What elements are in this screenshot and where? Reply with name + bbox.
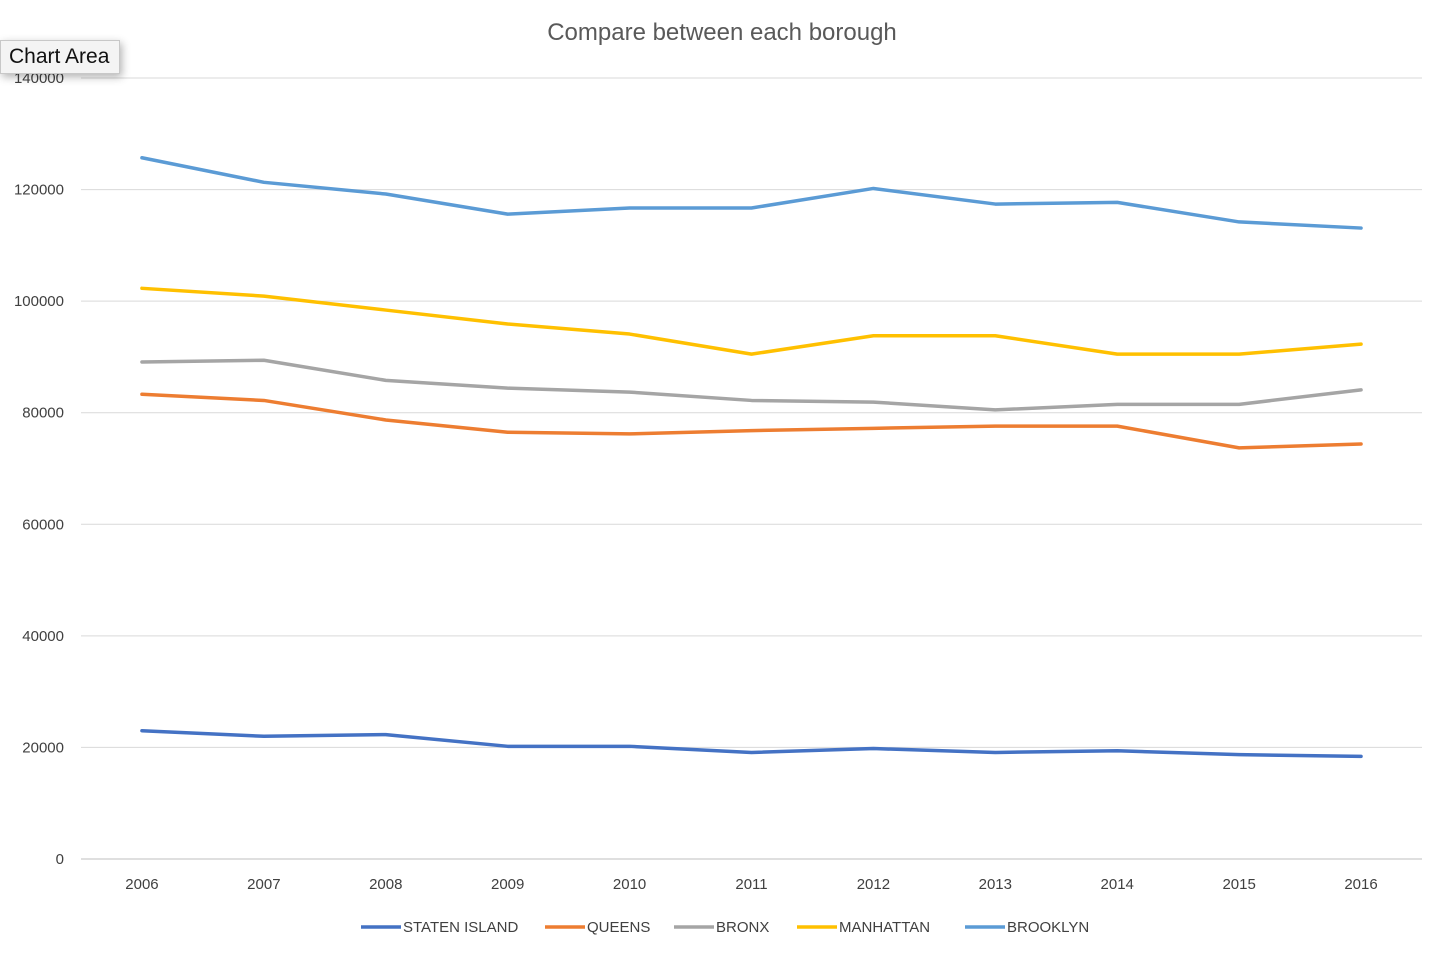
series-line-staten-island[interactable] (140, 728, 1363, 759)
legend-item-manhattan[interactable]: MANHATTAN (797, 919, 930, 936)
legend-item-staten-island[interactable]: STATEN ISLAND (361, 919, 518, 936)
series-line-brooklyn[interactable] (140, 156, 1363, 230)
legend-item-bronx[interactable]: BRONX (674, 919, 769, 936)
y-tick-label: 0 (56, 851, 64, 868)
x-tick-label: 2016 (1344, 876, 1377, 893)
x-tick-label: 2010 (613, 876, 646, 893)
legend-label: QUEENS (587, 919, 650, 936)
series-line-bronx[interactable] (140, 358, 1363, 412)
y-tick-label: 80000 (22, 405, 64, 422)
legend-label: BRONX (716, 919, 769, 936)
y-tick-label: 60000 (22, 516, 64, 533)
y-tick-label: 20000 (22, 739, 64, 756)
x-tick-label: 2007 (247, 876, 280, 893)
x-tick-label: 2006 (125, 876, 158, 893)
y-tick-label: 40000 (22, 628, 64, 645)
chart-area-tooltip: Chart Area (0, 40, 121, 74)
y-axis-tick-labels: 0 20000 40000 60000 80000 100000 120000 140000 (14, 70, 64, 868)
y-tick-label: 120000 (14, 182, 64, 199)
chart-title: Compare between each borough (547, 19, 897, 46)
x-tick-label: 2009 (491, 876, 524, 893)
x-tick-label: 2011 (735, 876, 767, 893)
x-tick-label: 2014 (1101, 876, 1134, 893)
legend-item-queens[interactable]: QUEENS (545, 919, 650, 936)
legend-label: MANHATTAN (839, 919, 930, 936)
series-line-manhattan[interactable] (140, 286, 1363, 356)
y-tick-label: 100000 (14, 293, 64, 310)
x-tick-label: 2012 (857, 876, 890, 893)
series-line-queens[interactable] (140, 392, 1363, 450)
series-lines (140, 156, 1363, 759)
x-tick-label: 2013 (979, 876, 1012, 893)
y-tick-label: 140000 (14, 70, 64, 87)
legend[interactable]: STATEN ISLAND QUEENS BRONX MANHATTAN BROOKLY… (361, 919, 1089, 936)
legend-label: STATEN ISLAND (403, 919, 518, 936)
legend-item-brooklyn[interactable]: BROOKLYN (965, 919, 1089, 936)
x-axis-tick-labels: 2006 2007 2008 2009 2010 2011 2012 2013 2014 2015… (125, 876, 1377, 893)
gridlines (81, 77, 1422, 860)
legend-label: BROOKLYN (1007, 919, 1089, 936)
x-tick-label: 2015 (1222, 876, 1255, 893)
x-tick-label: 2008 (369, 876, 402, 893)
